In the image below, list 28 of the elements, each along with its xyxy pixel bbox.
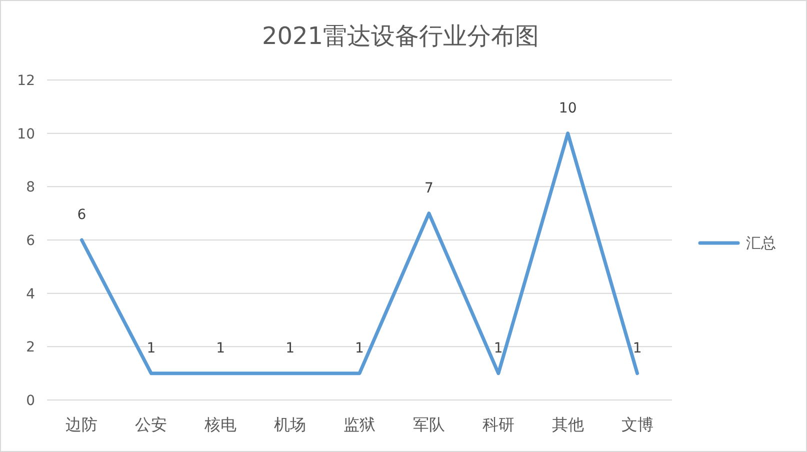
x-tick-label: 科研 [482,415,514,434]
data-label: 1 [355,340,364,356]
chart-title: 2021雷达设备行业分布图 [262,22,540,50]
y-tick-label: 10 [17,126,35,142]
data-label: 1 [494,340,503,356]
x-tick-label: 公安 [135,415,168,434]
data-label: 1 [632,340,642,356]
legend-label: 汇总 [746,234,776,252]
x-tick-label: 监狱 [344,415,376,434]
line-series [80,132,640,376]
data-label: 1 [216,340,226,356]
y-tick-label: 8 [26,180,35,196]
data-label: 6 [77,207,86,223]
y-tick-label: 4 [26,286,36,302]
x-tick-label: 文博 [621,415,654,434]
data-label: 10 [558,100,577,116]
x-tick-label: 其他 [552,415,584,434]
y-tick-label: 6 [26,233,36,249]
data-label: 1 [146,340,156,356]
y-tick-label: 12 [17,73,35,89]
y-tick-label: 0 [26,393,35,409]
x-tick-label: 机场 [274,415,306,434]
x-tick-label: 核电 [204,415,237,434]
x-tick-label: 军队 [412,415,445,434]
x-tick-label: 边防 [66,415,98,434]
data-label: 1 [286,340,295,356]
data-label: 7 [424,180,434,196]
y-tick-label: 2 [26,340,35,356]
